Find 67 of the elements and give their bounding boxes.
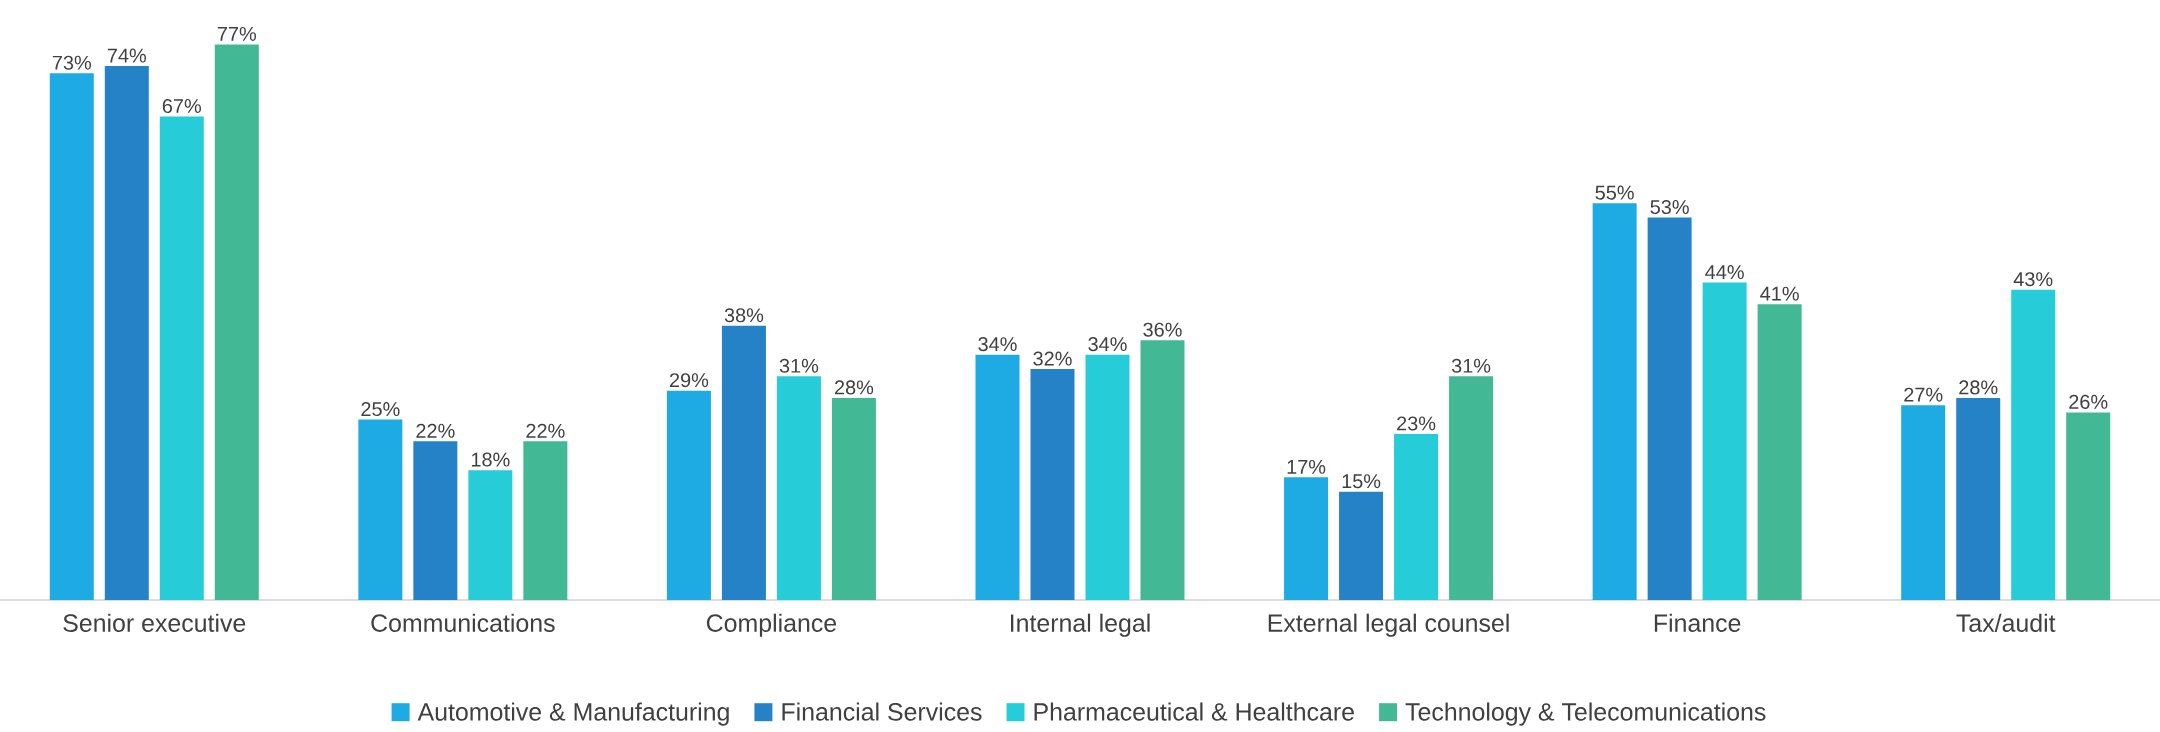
data-label: 31% <box>1451 358 1491 373</box>
bar <box>721 325 766 600</box>
bar <box>214 44 259 600</box>
bar <box>1901 405 1946 600</box>
bar <box>358 419 403 600</box>
legend-label: Pharmaceutical & Healthcare <box>1034 702 1354 721</box>
x-tick-label: Communications <box>371 613 555 632</box>
data-label: 34% <box>978 337 1017 352</box>
bar <box>104 66 149 600</box>
bar <box>1140 340 1185 600</box>
data-label: 41% <box>1760 286 1799 301</box>
bar <box>1085 354 1130 600</box>
legend-label: Technology & Telecomunications <box>1405 702 1766 726</box>
bar <box>1956 397 2001 600</box>
bar <box>1702 282 1747 600</box>
bar <box>468 470 513 600</box>
bar <box>831 397 876 600</box>
x-tick-label: External legal counsel <box>1268 613 1509 637</box>
data-label: 26% <box>2069 394 2108 409</box>
bar <box>2011 289 2056 600</box>
bar <box>2066 412 2111 600</box>
x-tick-label: Compliance <box>706 613 837 637</box>
bar <box>1592 203 1637 600</box>
data-label: 73% <box>52 55 91 70</box>
bar <box>1284 477 1329 600</box>
legend-label: Automotive & Manufacturing <box>417 702 729 726</box>
bar <box>523 441 568 600</box>
x-tick-label: Tax/audit <box>1956 613 2056 632</box>
bar <box>49 73 94 600</box>
data-label: 44% <box>1705 265 1744 280</box>
data-label: 55% <box>1595 185 1634 200</box>
bar <box>1339 491 1384 600</box>
data-label: 23% <box>1397 416 1436 431</box>
bar <box>159 116 204 600</box>
bar <box>1449 376 1494 600</box>
data-label: 74% <box>107 48 146 63</box>
x-tick-label: Internal legal <box>1010 613 1150 637</box>
data-label: 18% <box>471 452 510 467</box>
data-label: 22% <box>416 423 455 438</box>
bar <box>666 390 711 600</box>
data-label: 31% <box>779 358 819 373</box>
data-label: 34% <box>1088 337 1127 352</box>
data-label: 28% <box>1959 380 1998 395</box>
bar <box>975 354 1020 600</box>
data-label: 43% <box>2013 272 2053 287</box>
data-label: 29% <box>669 373 709 388</box>
data-label: 28% <box>834 380 874 395</box>
data-label: 27% <box>1904 387 1943 402</box>
data-label: 77% <box>217 26 256 41</box>
bar <box>776 376 821 600</box>
data-label: 32% <box>1033 351 1072 366</box>
bar <box>1757 304 1802 600</box>
data-label: 38% <box>724 308 764 323</box>
bar <box>413 441 458 600</box>
data-label: 36% <box>1143 322 1182 337</box>
bar <box>1647 217 1692 600</box>
x-tick-label: Senior executive <box>63 613 246 632</box>
data-label: 53% <box>1650 199 1689 215</box>
data-label: 17% <box>1287 459 1326 474</box>
data-label: 25% <box>361 402 400 417</box>
legend-label: Financial Services <box>782 702 982 721</box>
data-label: 67% <box>162 98 201 114</box>
data-label: 22% <box>526 423 565 438</box>
bar <box>1030 369 1075 600</box>
x-tick-label: Finance <box>1654 613 1741 632</box>
data-label: 15% <box>1342 474 1381 489</box>
bar <box>1394 434 1439 600</box>
